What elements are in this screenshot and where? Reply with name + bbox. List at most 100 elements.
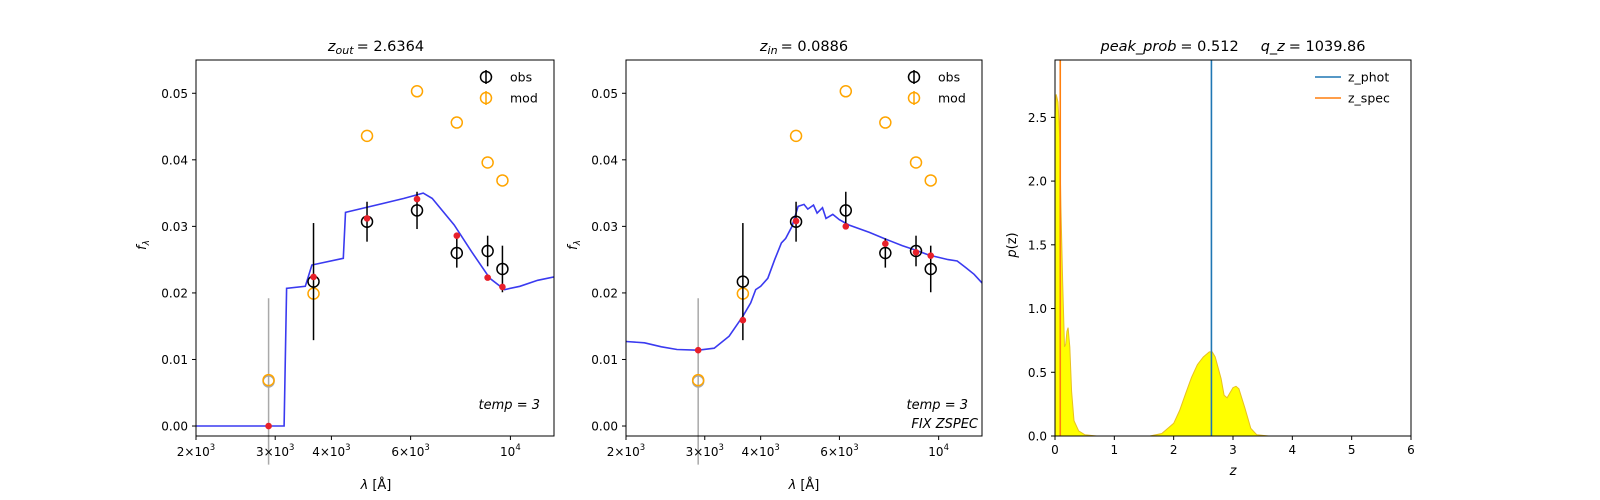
y-tick-label: 2.0: [1028, 175, 1047, 189]
axes-frame: [625, 59, 983, 437]
legend-marker: [907, 91, 921, 105]
legend-label: obs: [938, 70, 960, 85]
x-tick-exponent: 3: [774, 443, 779, 453]
plot-area: 0.000.010.020.030.040.052×103 3×103 4×103 6…: [591, 59, 983, 465]
x-tick-mantissa: 3×10: [686, 445, 719, 459]
axes-frame: [195, 59, 555, 437]
mod-point: [924, 174, 937, 187]
model-flux-point: [927, 252, 935, 259]
model-flux-point: [499, 283, 506, 291]
x-tick-exponent: 4: [515, 443, 520, 453]
x-tick-exponent: 3: [853, 443, 858, 453]
model-flux-point: [265, 422, 272, 430]
model-flux-point: [912, 249, 920, 256]
mod-point: [789, 129, 803, 143]
model-flux-point: [882, 240, 889, 247]
y-tick-label: 2.5: [1028, 111, 1047, 125]
mod-point: [450, 116, 464, 129]
legend-label: z_spec: [1348, 91, 1390, 106]
y-tick-label: 0.00: [161, 420, 188, 434]
model-flux-point: [363, 215, 371, 222]
x-tick-mantissa: 2×10: [607, 445, 640, 459]
obs-point: [410, 204, 424, 217]
panel-title: zout = 2.6364: [327, 39, 424, 57]
obs-point: [879, 246, 892, 260]
x-tick-label: 3×103: [256, 443, 294, 459]
x-tick-mantissa: 6×10: [820, 445, 853, 459]
y-tick-label: 0.04: [161, 153, 188, 167]
model-flux-point: [739, 316, 747, 324]
legend-label: obs: [510, 70, 532, 85]
x-tick-label: 104: [500, 443, 521, 459]
plot-area: 0.000.010.020.030.040.052×103 3×103 4×103 6…: [161, 59, 555, 465]
x-tick-mantissa: 4×10: [741, 445, 774, 459]
y-axis-label: fλ: [566, 240, 583, 250]
annotation-temp: temp = 3: [907, 398, 968, 413]
y-tick-label: 0.05: [591, 87, 618, 101]
sed-panel-zout: zout = 2.6364 0.00 0.01 0.02 0.03 0.04 0.05 2×1…: [135, 39, 555, 493]
x-tick-exponent: 4: [944, 443, 949, 453]
y-tick-label: 1.5: [1028, 238, 1047, 252]
x-tick-label: 2×103: [607, 443, 645, 459]
pz-panel: peak_prob = 0.512 q_z = 1039.86 0.0 0.5 1.0 1.…: [1005, 39, 1415, 479]
y-tick-label: 0.03: [591, 220, 618, 234]
x-tick-exponent: 3: [640, 443, 645, 453]
y-tick-label: 0.01: [591, 353, 618, 367]
x-tick-exponent: 3: [289, 443, 294, 453]
x-tick-exponent: 3: [719, 443, 724, 453]
model-flux-point: [310, 273, 317, 281]
model-flux-point: [453, 232, 461, 239]
x-tick-label: 104: [928, 443, 949, 459]
x-axis-label: λ [Å]: [360, 477, 392, 493]
y-tick-label: 0.00: [591, 420, 618, 434]
pz-outline: [1054, 94, 1352, 437]
x-tick-label: 2: [1170, 443, 1178, 457]
obs-point: [839, 204, 853, 217]
x-tick-mantissa: 2×10: [177, 445, 210, 459]
x-tick-label: 6×103: [391, 443, 429, 459]
mod-point: [481, 156, 494, 169]
obs-point: [736, 275, 750, 288]
plot-area: 0.0 0.5 1.0 1.5 2.0 2.5 0 1 2 3 4 5 6 z_phot z_spec: [1028, 59, 1415, 457]
y-tick-label: 1.0: [1028, 302, 1047, 316]
obs-point: [789, 215, 803, 228]
x-tick-label: 2×103: [177, 443, 215, 459]
annotation-fix-zspec: FIX ZSPEC: [911, 417, 979, 432]
obs-point: [450, 246, 464, 260]
obs-point: [496, 262, 509, 276]
model-flux-point: [413, 195, 421, 203]
y-axis-label: p(z): [1005, 232, 1020, 258]
x-tick-exponent: 3: [424, 443, 429, 453]
legend-label: z_phot: [1348, 70, 1389, 85]
mod-point: [410, 85, 424, 98]
model-flux-point: [484, 274, 491, 281]
model-flux-point: [792, 217, 800, 225]
x-axis-label: λ [Å]: [788, 477, 820, 493]
x-axis-label: z: [1229, 464, 1238, 479]
mod-point: [909, 156, 923, 169]
legend-marker: [479, 70, 493, 84]
legend-marker: [479, 91, 493, 105]
obs-point: [909, 244, 923, 258]
y-tick-label: 0.02: [591, 286, 618, 300]
x-tick-label: 5: [1348, 443, 1356, 457]
template-spectrum-line: [196, 192, 554, 427]
x-tick-label: 1: [1111, 443, 1119, 457]
pz-fill-area: [1055, 94, 1352, 437]
panel-title: zin = 0.0886: [759, 39, 848, 57]
x-tick-mantissa: 4×10: [312, 445, 345, 459]
mod-point: [262, 373, 275, 387]
x-tick-label: 4×103: [741, 443, 779, 459]
y-tick-label: 0.02: [161, 286, 188, 300]
annotation-temp: temp = 3: [479, 398, 540, 413]
model-flux-point: [842, 223, 850, 230]
panel-title: peak_prob = 0.512 q_z = 1039.86: [1100, 39, 1366, 55]
x-tick-mantissa: 3×10: [256, 445, 289, 459]
sed-panel-zin: zin = 0.0886 0.00 0.01 0.02 0.03 0.04 0.05 2×10…: [566, 39, 983, 493]
model-flux-point: [694, 346, 702, 354]
y-tick-label: 0.0: [1028, 430, 1047, 444]
x-tick-mantissa: 6×10: [391, 445, 424, 459]
x-tick-mantissa: 10: [500, 445, 515, 459]
legend-marker: [907, 70, 921, 84]
